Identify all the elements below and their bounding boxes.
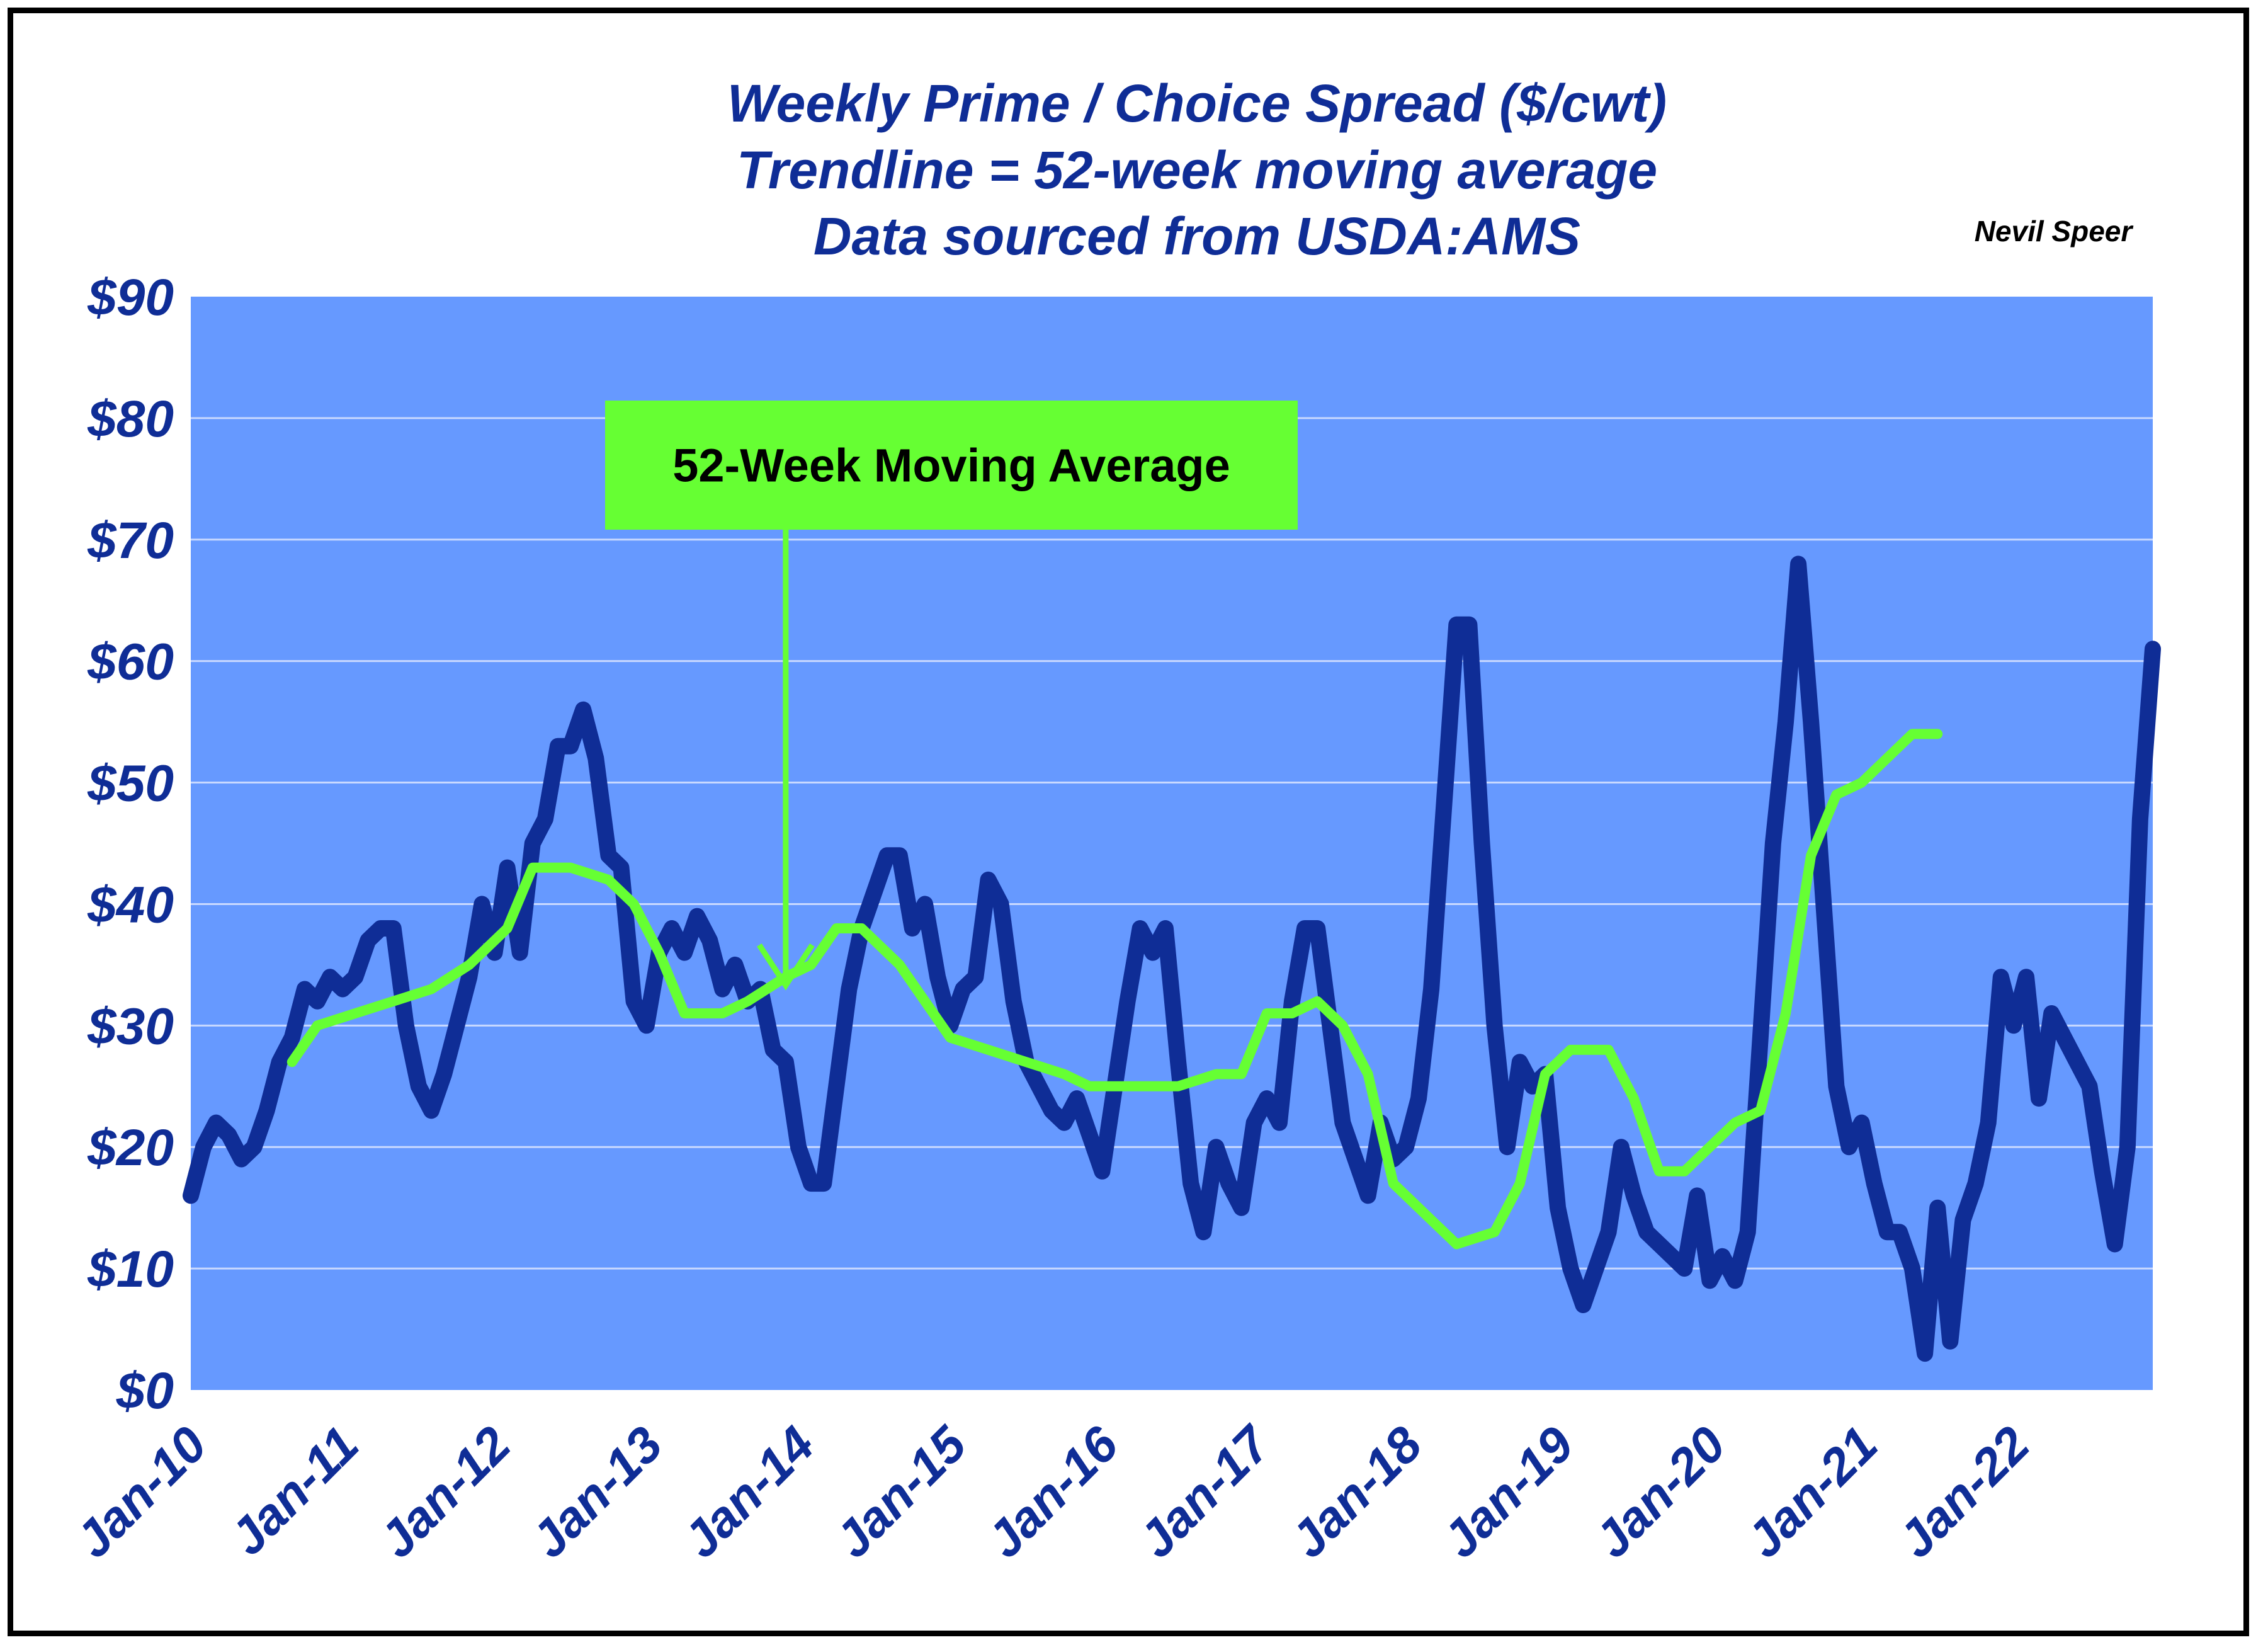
y-tick-label: $60 bbox=[87, 634, 174, 691]
x-tick-label: Jan-15 bbox=[824, 1415, 977, 1568]
x-tick-label: Jan-19 bbox=[1432, 1416, 1585, 1569]
x-tick-label: Jan-10 bbox=[65, 1416, 217, 1568]
x-tick-label: Jan-22 bbox=[1888, 1416, 2040, 1568]
author-credit: Nevil Speer bbox=[1975, 215, 2134, 248]
y-tick-label: $30 bbox=[87, 998, 174, 1055]
y-tick-label: $70 bbox=[87, 512, 174, 569]
x-tick-label: Jan-18 bbox=[1280, 1416, 1433, 1569]
y-axis-ticks: $0 $10 $20 $30 $40 $50 $60 $70 $80 $90 bbox=[87, 269, 174, 1420]
prime-choice-spread-line bbox=[183, 555, 2161, 1362]
chart-svg: Weekly Prime / Choice Spread ($/cwt) Tre… bbox=[65, 74, 2161, 1569]
title-line-2: Trendline = 52-week moving average bbox=[737, 140, 1657, 200]
y-tick-label: $90 bbox=[87, 269, 174, 326]
x-tick-label: Jan-13 bbox=[521, 1416, 673, 1568]
x-tick-label: Jan-16 bbox=[976, 1416, 1129, 1569]
y-tick-label: $20 bbox=[87, 1119, 174, 1176]
moving-average-annotation: 52-Week Moving Average bbox=[605, 401, 1298, 991]
x-tick-label: Jan-11 bbox=[219, 1416, 369, 1566]
y-tick-label: $0 bbox=[116, 1362, 174, 1420]
y-tick-label: $10 bbox=[87, 1241, 174, 1298]
x-tick-label: Jan-20 bbox=[1584, 1416, 1736, 1568]
chart-frame: Weekly Prime / Choice Spread ($/cwt) Tre… bbox=[8, 8, 2249, 1636]
annotation-arrow-head bbox=[757, 943, 815, 991]
title-line-3: Data sourced from USDA:AMS bbox=[814, 207, 1580, 266]
annotation-label: 52-Week Moving Average bbox=[672, 440, 1230, 492]
x-tick-label: Jan-17 bbox=[1128, 1415, 1283, 1569]
x-tick-label: Jan-21 bbox=[1735, 1416, 1888, 1568]
x-tick-label: Jan-12 bbox=[368, 1416, 521, 1568]
annotation-box bbox=[605, 401, 1298, 530]
chart-title: Weekly Prime / Choice Spread ($/cwt) Tre… bbox=[727, 74, 1667, 266]
moving-average-line bbox=[286, 729, 1943, 1250]
series-layer bbox=[183, 555, 2161, 1362]
x-axis-ticks: Jan-10 Jan-11 Jan-12 Jan-13 Jan-14 Jan-15 Jan-… bbox=[65, 1415, 2040, 1569]
x-tick-label: Jan-14 bbox=[672, 1416, 825, 1568]
y-tick-label: $50 bbox=[87, 755, 174, 812]
y-tick-label: $40 bbox=[87, 876, 174, 933]
title-line-1: Weekly Prime / Choice Spread ($/cwt) bbox=[727, 74, 1667, 133]
y-tick-label: $80 bbox=[87, 390, 174, 448]
